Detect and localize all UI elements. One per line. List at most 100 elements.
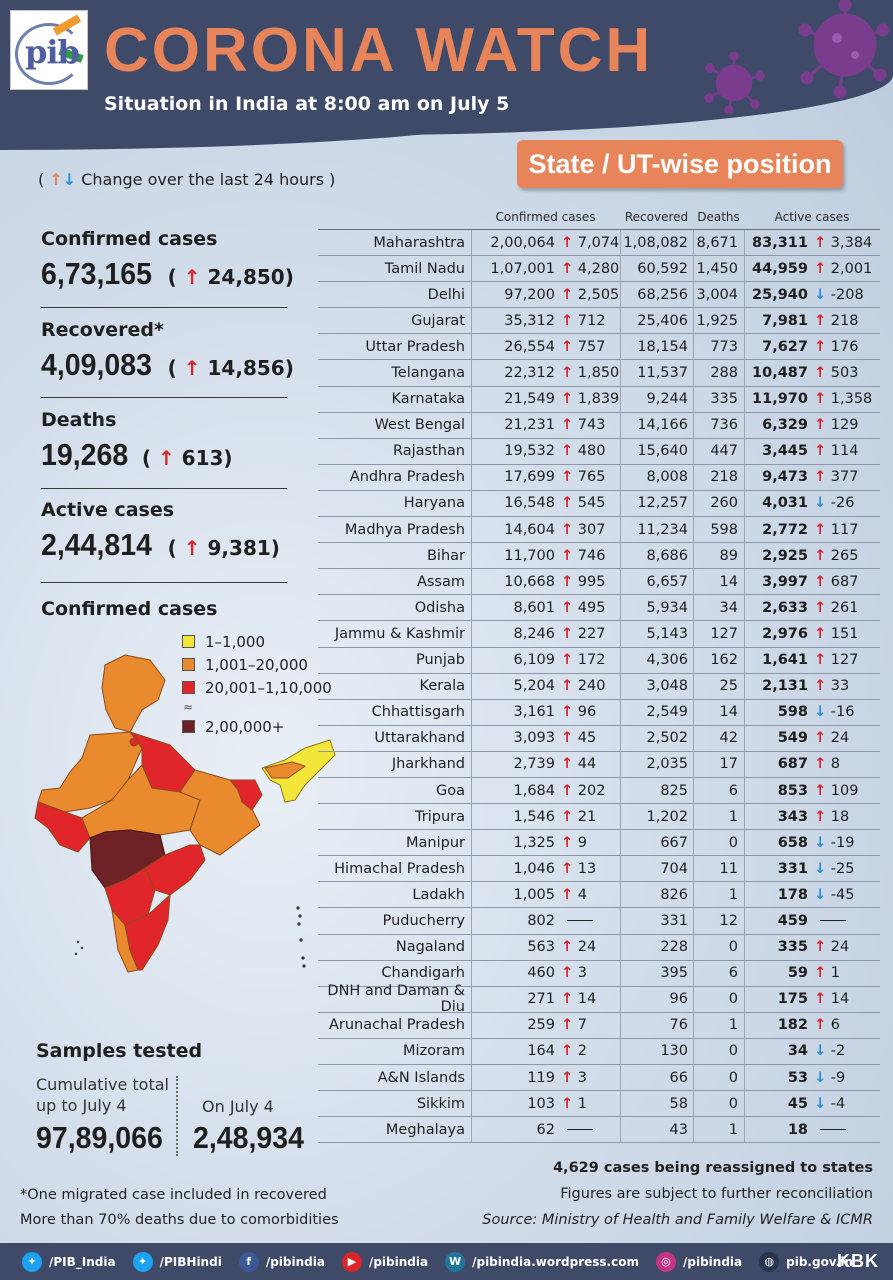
- cell-confirmed: 563 ↑ 24: [471, 934, 620, 960]
- up-arrow-icon: ↑: [814, 1017, 827, 1034]
- active-change: ↑ 377: [814, 469, 859, 486]
- cell-recovered: 14,166: [620, 412, 693, 438]
- down-arrow-icon: ↓: [814, 704, 827, 721]
- active-value: 598: [777, 704, 808, 721]
- up-arrow-icon: ↑: [561, 782, 574, 799]
- cell-confirmed: 3,093 ↑ 45: [471, 725, 620, 751]
- cell-active: 658 ↓ -19: [744, 830, 880, 856]
- cell-recovered: 1,08,082: [620, 230, 693, 256]
- cell-confirmed: 271 ↑ 14: [471, 986, 620, 1012]
- confirmed-change: ↑ 712: [561, 312, 606, 329]
- confirmed-change: ↑ 202: [561, 782, 606, 799]
- cell-confirmed: 1,325 ↑ 9: [471, 830, 620, 856]
- down-arrow-icon: ↓: [814, 1095, 827, 1112]
- cell-confirmed: 103 ↑ 1: [471, 1091, 620, 1117]
- social-link[interactable]: ✦ /PIBHindi: [132, 1251, 222, 1272]
- up-arrow-icon: ↑: [183, 356, 201, 380]
- cell-deaths: 0: [693, 1091, 744, 1117]
- active-change: ↓ -208: [814, 286, 864, 303]
- cell-state: Goa: [436, 782, 465, 799]
- social-link-label: /pibindia: [368, 1254, 429, 1269]
- cell-deaths: 1: [693, 1117, 744, 1143]
- up-arrow-icon: ↑: [814, 808, 827, 825]
- cell-recovered: 4,306: [620, 647, 693, 673]
- cell-state: Tripura: [415, 808, 465, 825]
- cell-recovered: 2,035: [620, 751, 693, 777]
- cell-recovered: 60,592: [620, 256, 693, 282]
- cell-recovered: 667: [620, 830, 693, 856]
- confirmed-value: 1,684: [513, 782, 555, 799]
- down-arrow-icon: ↓: [814, 834, 827, 851]
- confirmed-value: 271: [527, 991, 555, 1008]
- confirmed-change: ↑ 757: [561, 338, 606, 355]
- reconciliation-note: Figures are subject to further reconcili…: [560, 1186, 873, 1202]
- confirmed-change: ↑ 7: [561, 1017, 587, 1034]
- confirmed-value: 26,554: [504, 338, 555, 355]
- cell-state: A&N Islands: [377, 1069, 465, 1086]
- cell-state: Meghalaya: [385, 1121, 465, 1138]
- confirmed-value: 1,546: [513, 808, 555, 825]
- down-arrow-icon: ↓: [62, 170, 77, 189]
- table-row: Uttarakhand 3,093 ↑ 45 2,502 42 549 ↑ 24: [318, 725, 880, 752]
- samples-day-label: On July 4: [202, 1097, 274, 1116]
- divider: [41, 582, 287, 583]
- confirmed-change: ↑ 4,280: [561, 260, 620, 277]
- virus-icon: [798, 0, 890, 99]
- social-link[interactable]: ▶ /pibindia: [341, 1251, 429, 1272]
- table-row: Sikkim 103 ↑ 1 58 0 45 ↓ -4: [318, 1091, 880, 1118]
- confirmed-value: 22,312: [504, 365, 555, 382]
- table-row: Jammu & Kashmir 8,246 ↑ 227 5,143 127 2,976 ↑ …: [318, 621, 880, 648]
- confirmed-value: 8,246: [513, 625, 555, 642]
- no-change-dash-icon: [820, 920, 846, 922]
- cell-recovered: 12,257: [620, 490, 693, 517]
- cell-confirmed: 1,546 ↑ 21: [471, 804, 620, 830]
- table-row: Assam 10,668 ↑ 995 6,657 14 3,997 ↑ 687: [318, 569, 880, 596]
- active-value: 10,487: [752, 365, 808, 382]
- confirmed-change: ↑ 1: [561, 1095, 587, 1112]
- active-value: 53: [787, 1069, 808, 1086]
- cell-active: 459: [744, 908, 880, 934]
- table-row: West Bengal 21,231 ↑ 743 14,166 736 6,329 ↑ 12…: [318, 412, 880, 439]
- active-change: ↑ 1: [814, 965, 840, 982]
- cell-confirmed: 802: [471, 908, 620, 934]
- up-arrow-icon: ↑: [814, 730, 827, 747]
- social-link[interactable]: ✦ /PIB_India: [22, 1251, 116, 1272]
- table-row: Telangana 22,312 ↑ 1,850 11,537 288 10,487 ↑ 5…: [318, 360, 880, 387]
- confirmed-value: 1,325: [513, 834, 555, 851]
- cell-active: 3,997 ↑ 687: [744, 569, 880, 595]
- cell-recovered: 2,549: [620, 699, 693, 725]
- cell-deaths: 0: [693, 986, 744, 1012]
- table-row: Goa 1,684 ↑ 202 825 6 853 ↑ 109: [318, 777, 880, 805]
- cell-state: DNH and Daman & Diu: [327, 983, 465, 1016]
- confirmed-change: ↑ 545: [561, 495, 606, 512]
- confirmed-value: 460: [527, 965, 555, 982]
- table-row: Uttar Pradesh 26,554 ↑ 757 18,154 773 7,627 ↑ …: [318, 334, 880, 361]
- cell-active: 182 ↑ 6: [744, 1012, 880, 1038]
- cell-recovered: 1,202: [620, 804, 693, 830]
- cell-state: Jharkhand: [391, 756, 465, 773]
- cell-active: 853 ↑ 109: [744, 777, 880, 804]
- change-legend: ( ↑↓ Change over the last 24 hours ): [38, 170, 336, 189]
- cell-confirmed: 2,739 ↑ 44: [471, 751, 620, 777]
- social-link-label: /PIB_India: [49, 1254, 116, 1269]
- cell-state: Maharashtra: [373, 234, 465, 251]
- confirmed-change: ↑ 743: [561, 417, 606, 434]
- confirmed-change: ↑ 1,839: [561, 391, 620, 408]
- cell-state: Punjab: [416, 652, 465, 669]
- cell-recovered: 11,537: [620, 360, 693, 386]
- up-arrow-icon: ↑: [561, 834, 574, 851]
- social-link[interactable]: W/pibindia.wordpress.com: [445, 1251, 639, 1272]
- stat-delta: ( ↑ 613): [141, 446, 233, 470]
- cell-confirmed: 5,204 ↑ 240: [471, 673, 620, 699]
- social-link[interactable]: ◎ /pibindia: [655, 1251, 742, 1272]
- active-change: ↑ 8: [814, 756, 840, 773]
- up-arrow-icon: ↑: [814, 521, 827, 538]
- confirmed-change: ↑ 44: [561, 756, 597, 773]
- active-value: 331: [777, 860, 808, 877]
- active-change: ↑ 18: [814, 808, 850, 825]
- confirmed-value: 6,109: [513, 652, 555, 669]
- social-link[interactable]: ◍ pib.gov.in: [759, 1251, 853, 1272]
- up-arrow-icon: ↑: [561, 756, 574, 773]
- confirmed-value: 35,312: [504, 312, 555, 329]
- social-link[interactable]: f/pibindia: [238, 1251, 325, 1272]
